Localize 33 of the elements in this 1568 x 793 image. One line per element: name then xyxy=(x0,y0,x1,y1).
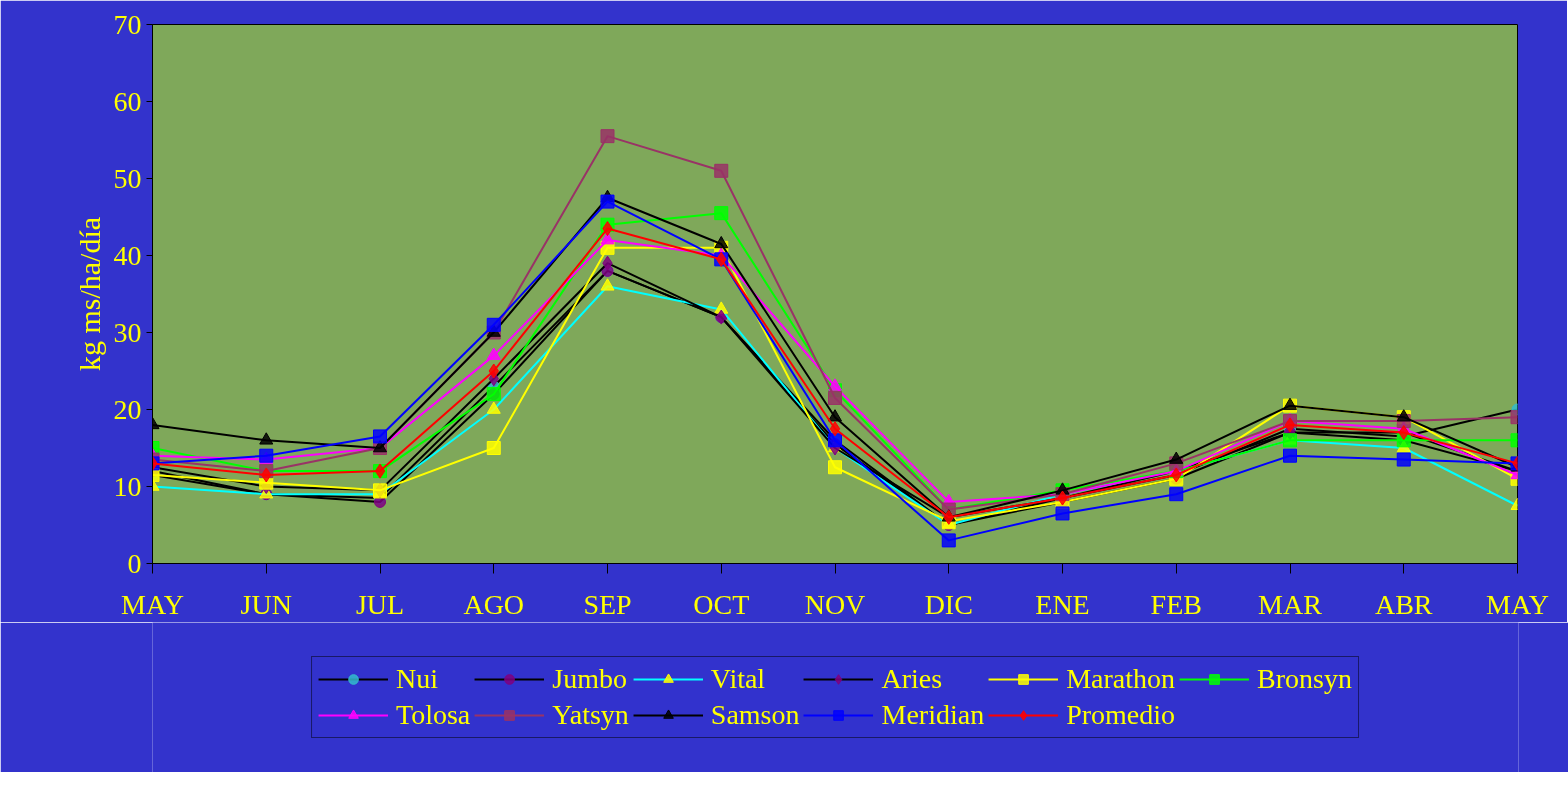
x-tick-label: FEB xyxy=(1150,588,1202,620)
y-tick-label: 20 xyxy=(113,393,142,425)
x-tick-label: MAY xyxy=(121,588,184,620)
x-tick-label: NOV xyxy=(804,588,866,620)
legend-label: Yatsyn xyxy=(552,699,629,731)
x-tick-label: SEP xyxy=(583,588,632,620)
x-tick-label: JUL xyxy=(355,588,405,620)
x-tick-label: MAY xyxy=(1486,588,1549,620)
x-tick-label: ABR xyxy=(1374,588,1433,620)
legend-label: Bronsyn xyxy=(1257,663,1352,695)
legend-label: Aries xyxy=(881,663,943,695)
legend-label: Meridian xyxy=(881,699,985,731)
legend-label: Jumbo xyxy=(552,663,627,695)
y-tick-label: 70 xyxy=(113,8,142,40)
legend-label: Nui xyxy=(396,663,439,695)
legend-label: Promedio xyxy=(1066,699,1176,731)
legend-label: Marathon xyxy=(1066,663,1176,695)
legend-label: Tolosa xyxy=(396,699,471,731)
y-tick-label: 30 xyxy=(113,316,142,348)
y-tick-label: 40 xyxy=(113,239,142,271)
x-tick-label: MAR xyxy=(1258,588,1323,620)
y-tick-label: 10 xyxy=(113,470,142,502)
y-tick-label: 0 xyxy=(127,547,142,579)
legend-label: Vital xyxy=(710,663,766,695)
legend-label: Samson xyxy=(710,699,800,731)
x-tick-label: JUN xyxy=(240,588,292,620)
x-tick-label: AGO xyxy=(463,588,525,620)
x-tick-label: OCT xyxy=(693,588,750,620)
y-axis-title: kg ms/ha/día xyxy=(72,216,106,372)
x-tick-label: DIC xyxy=(924,588,973,620)
y-tick-label: 60 xyxy=(113,85,142,117)
y-tick-label: 50 xyxy=(113,162,142,194)
x-tick-label: ENE xyxy=(1035,588,1090,620)
